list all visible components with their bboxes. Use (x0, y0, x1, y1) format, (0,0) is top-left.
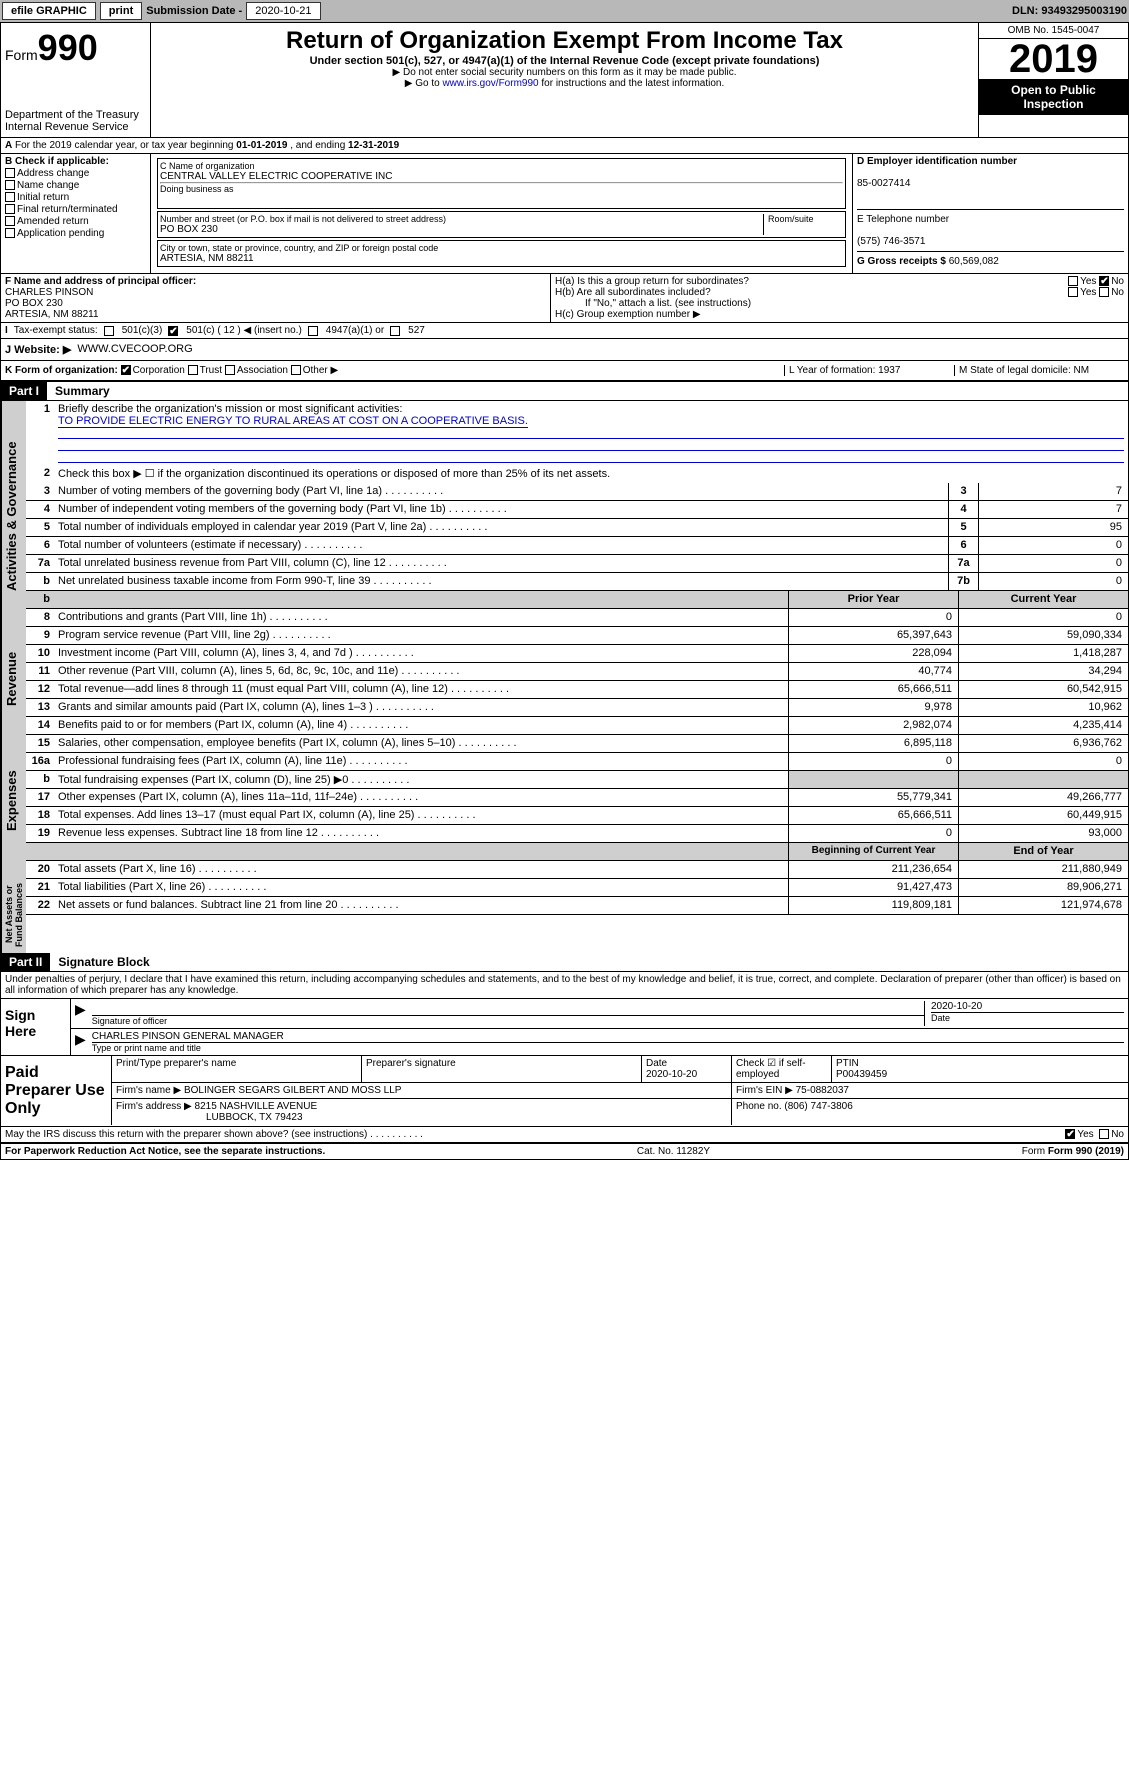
website: WWW.CVECOOP.ORG (77, 343, 192, 356)
vlabel-expenses: Expenses (1, 726, 26, 876)
table-row: 3 Number of voting members of the govern… (26, 483, 1128, 501)
part1-body: Activities & Governance Revenue Expenses… (1, 401, 1128, 953)
table-row: 20 Total assets (Part X, line 16) 211,23… (26, 861, 1128, 879)
checkbox[interactable] (5, 168, 15, 178)
discuss-row: May the IRS discuss this return with the… (1, 1126, 1128, 1144)
table-row: 13 Grants and similar amounts paid (Part… (26, 699, 1128, 717)
form-note1: ▶ Do not enter social security numbers o… (155, 67, 974, 78)
checkbox[interactable] (390, 326, 400, 336)
topbar: efile GRAPHIC print Submission Date - 20… (0, 0, 1129, 22)
table-row: 12 Total revenue—add lines 8 through 11 … (26, 681, 1128, 699)
checkbox[interactable] (1099, 287, 1109, 297)
checkbox[interactable] (308, 326, 318, 336)
checkbox[interactable] (5, 180, 15, 190)
table-row: 19 Revenue less expenses. Subtract line … (26, 825, 1128, 843)
paid-preparer: Paid Preparer Use Only Print/Type prepar… (1, 1056, 1128, 1126)
firm-phone: (806) 747-3806 (784, 1101, 852, 1112)
ptin: P00439459 (836, 1069, 887, 1080)
checkbox[interactable] (291, 365, 301, 375)
table-row: 7a Total unrelated business revenue from… (26, 555, 1128, 573)
form-org-row: K Form of organization: ✔Corporation Tru… (1, 361, 1128, 382)
checkbox-checked[interactable]: ✔ (1065, 1129, 1075, 1139)
form-header: Form990 Department of the Treasury Inter… (1, 23, 1128, 138)
table-row: b Total fundraising expenses (Part IX, c… (26, 771, 1128, 789)
table-row: 14 Benefits paid to or for members (Part… (26, 717, 1128, 735)
checkbox-checked[interactable]: ✔ (121, 365, 131, 375)
irs-link[interactable]: www.irs.gov/Form990 (442, 78, 538, 89)
open-public: Open to PublicInspection (979, 79, 1128, 115)
officer-name-title: CHARLES PINSON GENERAL MANAGER (92, 1031, 1124, 1042)
checkbox[interactable] (104, 326, 114, 336)
firm-name: BOLINGER SEGARS GILBERT AND MOSS LLP (184, 1085, 401, 1096)
org-address: PO BOX 230 (160, 224, 763, 235)
form-title: Return of Organization Exempt From Incom… (155, 27, 974, 55)
boxes-fh: F Name and address of principal officer:… (1, 274, 1128, 323)
form-outer: Form990 Department of the Treasury Inter… (0, 22, 1129, 1160)
vlabel-netassets: Net Assets or Fund Balances (1, 876, 26, 953)
vlabel-governance: Activities & Governance (1, 401, 26, 631)
table-row: 15 Salaries, other compensation, employe… (26, 735, 1128, 753)
checkbox[interactable] (225, 365, 235, 375)
sign-here: Sign Here ▶ Signature of officer 2020-10… (1, 999, 1128, 1056)
checkbox[interactable] (5, 204, 15, 214)
table-row: 17 Other expenses (Part IX, column (A), … (26, 789, 1128, 807)
dept-treasury: Department of the Treasury (5, 109, 146, 121)
table-row: b Net unrelated business taxable income … (26, 573, 1128, 591)
table-row: 9 Program service revenue (Part VIII, li… (26, 627, 1128, 645)
firm-ein: 75-0882037 (796, 1085, 849, 1096)
org-city: ARTESIA, NM 88211 (160, 253, 843, 264)
year-formation: L Year of formation: 1937 (784, 365, 954, 376)
table-row: 11 Other revenue (Part VIII, column (A),… (26, 663, 1128, 681)
state-domicile: M State of legal domicile: NM (954, 365, 1124, 376)
dln: DLN: 93493295003190 (1012, 5, 1127, 17)
phone: (575) 746-3571 (857, 236, 925, 247)
table-row: 16a Professional fundraising fees (Part … (26, 753, 1128, 771)
table-row: 5 Total number of individuals employed i… (26, 519, 1128, 537)
mission-text: TO PROVIDE ELECTRIC ENERGY TO RURAL AREA… (58, 415, 528, 428)
officer-name: CHARLES PINSON (5, 287, 93, 298)
table-row: 21 Total liabilities (Part X, line 26) 9… (26, 879, 1128, 897)
form-subtitle: Under section 501(c), 527, or 4947(a)(1)… (155, 55, 974, 67)
checkbox[interactable] (1068, 287, 1078, 297)
box-b: B Check if applicable: Address change Na… (1, 154, 151, 273)
dept-irs: Internal Revenue Service (5, 121, 146, 133)
table-row: 6 Total number of volunteers (estimate i… (26, 537, 1128, 555)
table-row: 10 Investment income (Part VIII, column … (26, 645, 1128, 663)
table-row: 4 Number of independent voting members o… (26, 501, 1128, 519)
table-row: 8 Contributions and grants (Part VIII, l… (26, 609, 1128, 627)
submission-label: Submission Date - (146, 5, 242, 17)
efile-button[interactable]: efile GRAPHIC (2, 2, 96, 20)
checkbox-checked[interactable]: ✔ (168, 326, 178, 336)
gross-receipts: 60,569,082 (949, 256, 999, 267)
checkbox[interactable] (5, 216, 15, 226)
tax-status-row: I Tax-exempt status: 501(c)(3) ✔501(c) (… (1, 323, 1128, 339)
ein: 85-0027414 (857, 178, 910, 189)
print-button[interactable]: print (100, 2, 142, 20)
sign-date: 2020-10-20 (931, 1001, 1124, 1012)
form-footer: For Paperwork Reduction Act Notice, see … (1, 1144, 1128, 1159)
part2-header: Part IISignature Block (1, 953, 1128, 972)
form-note2: ▶ Go to www.irs.gov/Form990 for instruct… (155, 78, 974, 89)
checkbox[interactable] (1068, 276, 1078, 286)
table-row: 18 Total expenses. Add lines 13–17 (must… (26, 807, 1128, 825)
table-row: 22 Net assets or fund balances. Subtract… (26, 897, 1128, 915)
checkbox[interactable] (5, 228, 15, 238)
form-id: Form990 (5, 27, 146, 69)
box-c: C Name of organization CENTRAL VALLEY EL… (151, 154, 853, 273)
part1-header: Part ISummary (1, 382, 1128, 401)
org-name: CENTRAL VALLEY ELECTRIC COOPERATIVE INC (160, 171, 843, 182)
tax-year: 2019 (979, 39, 1128, 79)
checkbox[interactable] (1099, 1129, 1109, 1139)
checkbox[interactable] (5, 192, 15, 202)
row-a: A For the 2019 calendar year, or tax yea… (1, 138, 1128, 154)
submission-date: 2020-10-21 (246, 2, 320, 20)
box-deg: D Employer identification number 85-0027… (853, 154, 1128, 273)
vlabel-revenue: Revenue (1, 631, 26, 726)
website-row: J Website: ▶ WWW.CVECOOP.ORG (1, 339, 1128, 361)
checkbox[interactable] (188, 365, 198, 375)
checkbox-checked[interactable]: ✔ (1099, 276, 1109, 286)
boxes-bcde: B Check if applicable: Address change Na… (1, 154, 1128, 274)
perjury-declaration: Under penalties of perjury, I declare th… (1, 972, 1128, 999)
